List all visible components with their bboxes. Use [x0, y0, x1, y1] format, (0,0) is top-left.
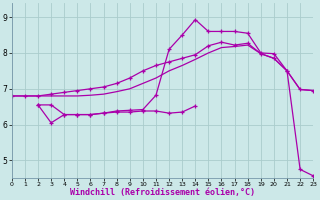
X-axis label: Windchill (Refroidissement éolien,°C): Windchill (Refroidissement éolien,°C) — [70, 188, 255, 197]
